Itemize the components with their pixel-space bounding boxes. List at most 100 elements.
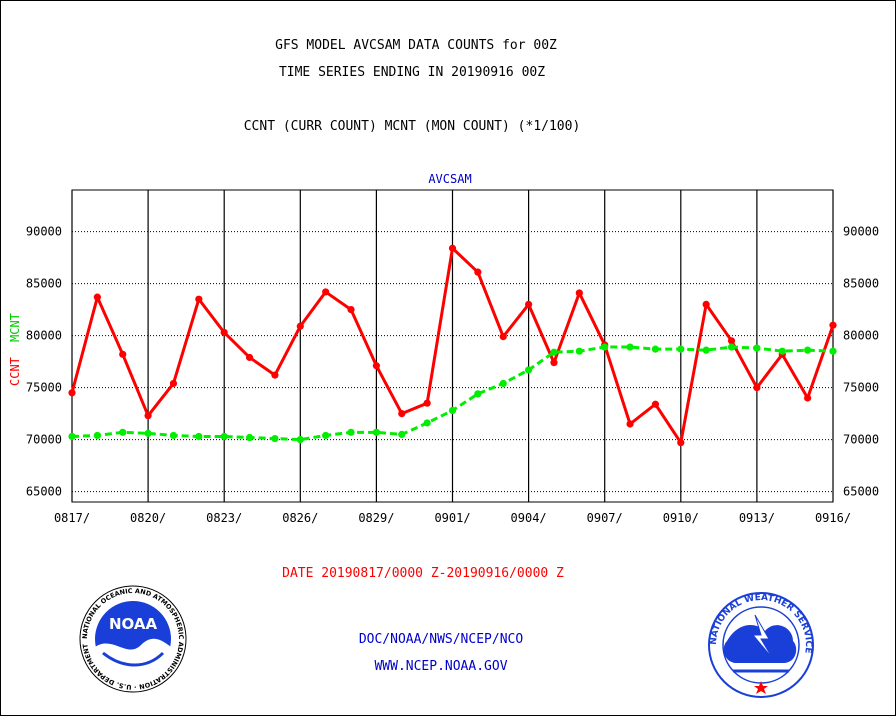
- data-point-mcnt: [601, 343, 609, 351]
- data-point-mcnt: [804, 346, 812, 354]
- data-point-ccnt: [677, 439, 685, 447]
- date-range-label: DATE 20190817/0000 Z-20190916/0000 Z: [282, 566, 564, 581]
- x-tick-label: 0910/: [663, 511, 699, 525]
- chart-subtitle: CCNT (CURR COUNT) MCNT (MON COUNT) (*1/1…: [243, 119, 581, 134]
- data-point-ccnt: [195, 295, 203, 303]
- data-point-ccnt: [169, 379, 178, 388]
- x-tick-label: 0823/: [206, 511, 242, 525]
- data-point-ccnt: [322, 288, 330, 296]
- data-point-ccnt: [727, 337, 736, 345]
- data-point-mcnt: [169, 431, 178, 440]
- data-point-mcnt: [423, 419, 431, 427]
- data-point-ccnt: [296, 322, 304, 330]
- data-point-mcnt: [271, 434, 279, 443]
- data-point-mcnt: [575, 347, 583, 355]
- data-point-mcnt: [525, 366, 533, 374]
- data-point-ccnt: [474, 268, 482, 276]
- data-point-mcnt: [651, 345, 660, 353]
- data-point-ccnt: [525, 300, 533, 308]
- data-point-mcnt: [727, 343, 736, 351]
- data-point-mcnt: [372, 428, 380, 436]
- data-point-ccnt: [448, 244, 457, 252]
- credit-url: WWW.NCEP.NOAA.GOV: [374, 659, 508, 674]
- data-point-ccnt: [753, 384, 761, 392]
- data-point-mcnt: [347, 428, 355, 436]
- y-tick-label-left: 85000: [26, 277, 62, 291]
- y-tick-label-right: 75000: [843, 381, 879, 395]
- data-point-mcnt: [296, 436, 304, 444]
- data-point-mcnt: [68, 432, 76, 441]
- x-tick-label: 0820/: [130, 511, 166, 525]
- x-tick-label: 0907/: [587, 511, 623, 525]
- series-mcnt: [68, 343, 837, 444]
- y-tick-label-right: 90000: [843, 225, 879, 239]
- y-tick-label-left: 65000: [26, 485, 62, 499]
- noaa-logo: NOAA NATIONAL OCEANIC AND ATMOSPHERIC AD…: [79, 585, 187, 693]
- data-point-ccnt: [68, 389, 76, 397]
- data-point-ccnt: [499, 333, 507, 341]
- y-tick-label-left: 75000: [26, 381, 62, 395]
- y-tick-label-left: 80000: [26, 329, 62, 343]
- data-point-mcnt: [753, 344, 761, 352]
- x-tick-label: 0826/: [282, 511, 318, 525]
- data-point-mcnt: [829, 347, 837, 355]
- series-ccnt: [68, 244, 837, 447]
- data-point-ccnt: [804, 394, 812, 402]
- data-point-ccnt: [372, 362, 380, 370]
- data-point-mcnt: [144, 429, 152, 437]
- y-tick-label-right: 70000: [843, 433, 879, 447]
- data-point-mcnt: [702, 346, 710, 354]
- data-point-ccnt: [398, 410, 406, 418]
- plot-border: [71, 189, 834, 503]
- data-point-ccnt: [271, 371, 279, 379]
- data-point-mcnt: [677, 345, 685, 353]
- data-point-ccnt: [144, 412, 152, 420]
- y-tick-label-right: 80000: [843, 329, 879, 343]
- data-point-mcnt: [195, 432, 203, 441]
- data-point-mcnt: [778, 347, 786, 355]
- data-point-ccnt: [423, 399, 431, 407]
- data-point-ccnt: [347, 306, 355, 314]
- chart-title-line1: GFS MODEL AVCSAM DATA COUNTS for 00Z: [275, 38, 557, 53]
- data-point-mcnt: [220, 432, 228, 441]
- data-point-ccnt: [220, 328, 228, 337]
- data-point-mcnt: [448, 406, 457, 415]
- data-point-ccnt: [829, 321, 837, 329]
- data-point-ccnt: [245, 353, 254, 362]
- data-point-mcnt: [119, 428, 127, 436]
- data-point-mcnt: [398, 430, 406, 438]
- panel-title: AVCSAM: [428, 172, 472, 186]
- chart-title-line2: TIME SERIES ENDING IN 20190916 00Z: [278, 65, 546, 80]
- data-point-mcnt: [93, 431, 101, 440]
- data-point-ccnt: [550, 359, 558, 367]
- y-tick-label-right: 85000: [843, 277, 879, 291]
- data-point-ccnt: [119, 350, 127, 358]
- y-axis-label: CCNT MCNT: [8, 313, 22, 386]
- data-point-mcnt: [550, 348, 558, 356]
- x-tick-label: 0913/: [739, 511, 775, 525]
- series: [68, 244, 837, 447]
- data-point-ccnt: [93, 293, 101, 301]
- y-axis-label-mcnt: MCNT: [8, 313, 22, 342]
- y-axis-label-ccnt: CCNT: [8, 357, 22, 386]
- data-point-ccnt: [575, 289, 583, 297]
- noaa-logo-text: NOAA: [109, 615, 158, 633]
- x-tick-label: 0817/: [54, 511, 90, 525]
- y-tick-label-right: 65000: [843, 485, 879, 499]
- data-point-ccnt: [626, 420, 634, 428]
- tick-labels: 0817/0820/0823/0826/0829/0901/0904/0907/…: [26, 225, 879, 525]
- data-point-mcnt: [474, 390, 482, 398]
- data-point-mcnt: [499, 379, 507, 388]
- y-tick-label-left: 70000: [26, 433, 62, 447]
- x-tick-label: 0901/: [434, 511, 470, 525]
- x-tick-label: 0916/: [815, 511, 851, 525]
- data-point-mcnt: [322, 431, 330, 440]
- nws-logo: NATIONAL WEATHER SERVICE: [708, 592, 814, 698]
- x-tick-label: 0904/: [511, 511, 547, 525]
- x-tick-label: 0829/: [358, 511, 394, 525]
- data-point-mcnt: [245, 433, 254, 442]
- data-point-mcnt: [626, 343, 634, 351]
- data-point-ccnt: [651, 400, 660, 408]
- y-tick-label-left: 90000: [26, 225, 62, 239]
